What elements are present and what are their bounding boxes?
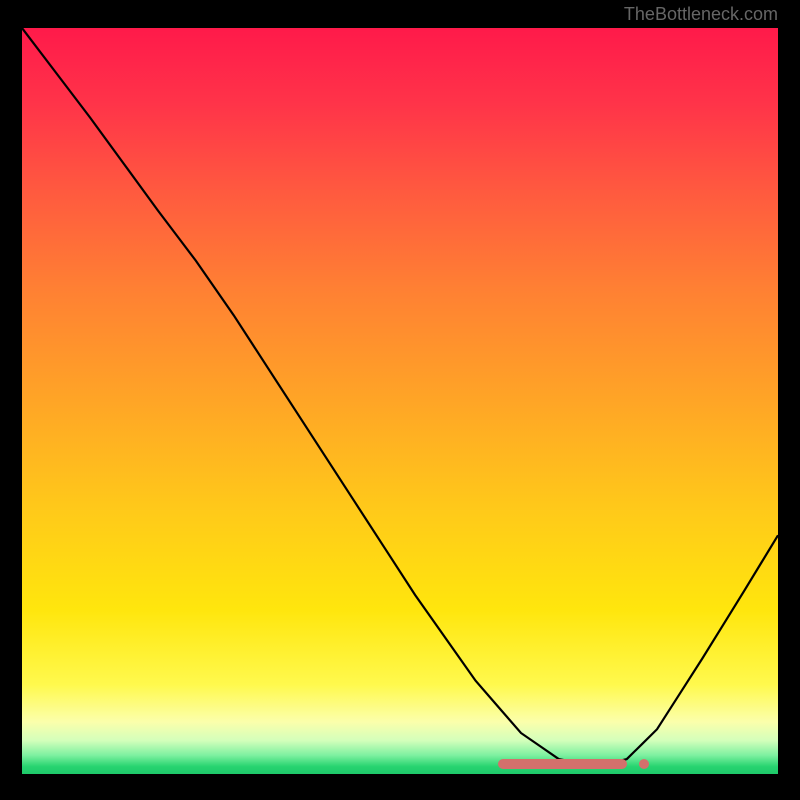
chart-gradient-background xyxy=(22,28,778,774)
optimal-range-marker xyxy=(498,759,627,769)
chart-plot-area xyxy=(22,28,778,774)
watermark-text: TheBottleneck.com xyxy=(624,4,778,25)
